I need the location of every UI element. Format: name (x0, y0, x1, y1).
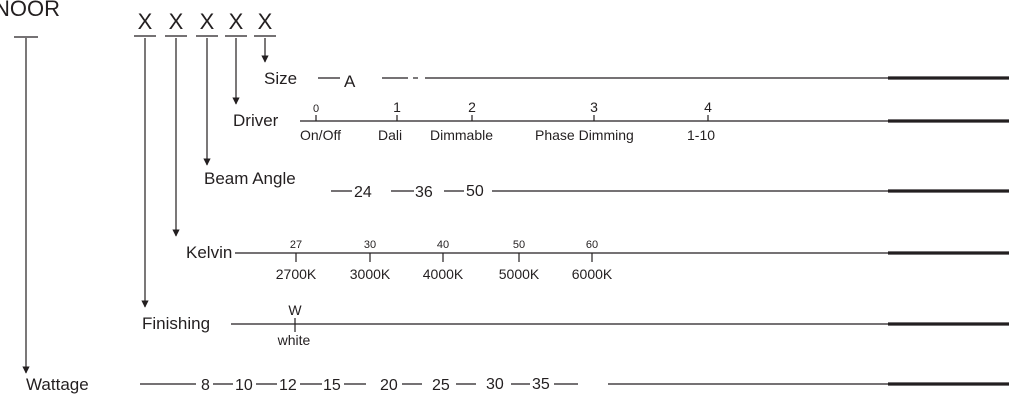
code-letter: X (200, 9, 215, 34)
size-label: Size (264, 69, 297, 88)
kelvin-name: 5000K (499, 266, 540, 282)
finishing-name: white (277, 332, 311, 348)
wattage-option: 30 (486, 376, 504, 393)
driver-name: Phase Dimming (535, 127, 634, 143)
wattage-option: 15 (323, 377, 341, 394)
driver-code: 2 (468, 99, 476, 115)
wattage-option: 10 (235, 377, 253, 394)
driver-name: Dimmable (430, 127, 493, 143)
wattage-option: 8 (201, 377, 210, 394)
kelvin-code: 50 (513, 239, 525, 251)
kelvin-code: 30 (364, 239, 376, 251)
kelvin-name: 4000K (423, 266, 464, 282)
brand-name: NOOR (0, 0, 60, 21)
driver-name: Dali (378, 127, 402, 143)
kelvin-code: 27 (290, 239, 302, 251)
code-letter: X (138, 9, 153, 34)
beam-angle-option: 50 (466, 183, 484, 200)
kelvin-name: 3000K (350, 266, 391, 282)
driver-label: Driver (233, 111, 279, 130)
driver-code: 1 (393, 99, 401, 115)
driver-name: On/Off (300, 127, 341, 143)
beam-angle-label: Beam Angle (204, 169, 296, 188)
finishing-label: Finishing (142, 314, 210, 333)
size-option: A (344, 72, 356, 91)
beam-angle-option: 24 (354, 184, 372, 201)
driver-code: 0 (313, 103, 319, 115)
beam-angle-option: 36 (415, 184, 433, 201)
wattage-option: 25 (432, 377, 450, 394)
code-letter: X (258, 9, 273, 34)
kelvin-name: 2700K (276, 266, 317, 282)
kelvin-name: 6000K (572, 266, 613, 282)
code-letter: X (229, 9, 244, 34)
wattage-option: 20 (380, 377, 398, 394)
finishing-code: W (288, 302, 302, 318)
driver-code: 3 (590, 99, 598, 115)
wattage-label: Wattage (26, 375, 89, 394)
kelvin-code: 60 (586, 239, 598, 251)
code-letter: X (169, 9, 184, 34)
wattage-option: 35 (532, 376, 550, 393)
kelvin-code: 40 (437, 239, 449, 251)
driver-code: 4 (704, 99, 712, 115)
wattage-option: 12 (279, 377, 297, 394)
driver-name: 1-10 (687, 127, 715, 143)
kelvin-label: Kelvin (186, 243, 232, 262)
